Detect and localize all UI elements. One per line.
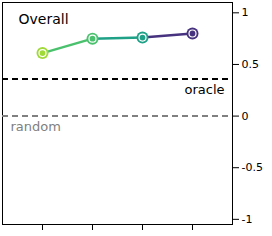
svg-text:random: random (11, 119, 61, 134)
svg-text:oracle: oracle (184, 82, 224, 97)
svg-text:0.5: 0.5 (242, 58, 260, 71)
svg-text:1: 1 (242, 6, 249, 19)
svg-text:0: 0 (242, 110, 249, 123)
svg-text:-0.5: -0.5 (242, 161, 263, 174)
svg-text:Overall: Overall (19, 11, 69, 27)
svg-text:-1: -1 (242, 213, 253, 226)
